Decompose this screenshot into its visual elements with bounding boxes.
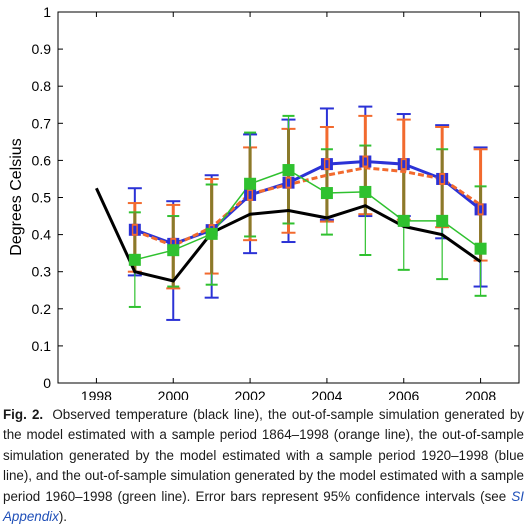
x-tick-label: 2002 <box>235 388 266 400</box>
series-layer <box>95 105 488 321</box>
blue-series-point-core <box>325 160 329 169</box>
green-series-point <box>128 253 141 266</box>
green-series-point <box>205 227 218 240</box>
x-tick-label: 2000 <box>158 388 189 400</box>
green-series-line <box>134 169 482 261</box>
y-tick-label: 0.5 <box>32 190 52 206</box>
green-series-point <box>397 214 410 227</box>
blue-series-point-core <box>171 239 175 248</box>
blue-series-point-core <box>402 160 406 169</box>
caption-text: Observed temperature (black line), the o… <box>3 407 524 504</box>
x-tick-label: 1998 <box>81 388 112 400</box>
x-tick-label: 2004 <box>311 388 342 400</box>
y-tick-label: 0.8 <box>32 78 52 94</box>
blue-series-point-core <box>479 205 483 214</box>
figure-caption: Fig. 2. Observed temperature (black line… <box>3 405 524 527</box>
y-tick-label: 0.6 <box>32 152 52 168</box>
x-tick-label: 2008 <box>465 388 496 400</box>
y-tick-label: 0.9 <box>32 41 52 57</box>
green-series-point <box>244 177 257 190</box>
y-tick-label: 0.3 <box>32 264 52 280</box>
blue-series-point-core <box>133 225 137 234</box>
blue-series-point-core <box>287 178 290 187</box>
green-series-point <box>359 185 372 198</box>
blue-series-point-core <box>248 190 252 199</box>
y-tick-label: 0.4 <box>32 227 52 243</box>
green-series-point <box>167 244 180 257</box>
green-series-point <box>282 164 295 177</box>
caption-text-end: ). <box>58 509 68 525</box>
chart: 0 0.1 0.2 0.3 0.4 0.5 0.6 0.7 0.8 0.9 1 1998 2000 200… <box>8 4 520 400</box>
green-series-point <box>436 214 449 227</box>
blue-series-line <box>134 159 482 246</box>
green-series-point <box>320 187 333 200</box>
x-tick-label: 2006 <box>388 388 419 400</box>
blue-series-point-core <box>440 174 444 183</box>
si-appendix-link[interactable]: SI Appendix <box>3 488 524 525</box>
y-tick-label: 0.2 <box>32 301 52 317</box>
y-tick-label: 0 <box>43 375 51 391</box>
caption-label: Fig. 2. <box>3 407 44 422</box>
blue-series-point-core <box>363 157 367 166</box>
axes-layer: 0 0.1 0.2 0.3 0.4 0.5 0.6 0.7 0.8 0.9 1 1998 2000 200… <box>32 4 519 400</box>
y-tick-label: 0.7 <box>32 115 52 131</box>
orange-series-line <box>134 166 482 248</box>
y-axis-label: Degrees Celsius <box>8 138 25 255</box>
observed-series-line <box>95 187 482 283</box>
green-series-point <box>474 242 487 255</box>
y-tick-label: 0.1 <box>32 338 52 354</box>
y-tick-label: 1 <box>43 4 51 20</box>
